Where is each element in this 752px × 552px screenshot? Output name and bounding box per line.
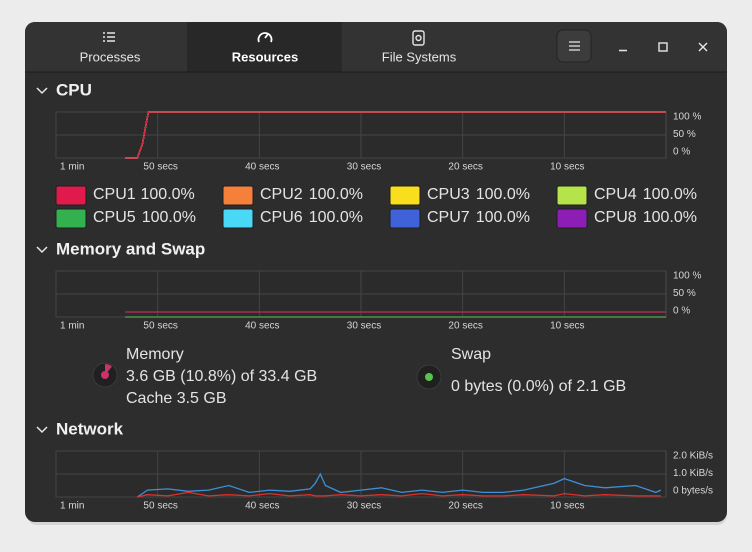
- y-tick-label: 100 %: [673, 271, 701, 282]
- x-tick-label: 20 secs: [448, 321, 482, 332]
- y-tick-label: 100 %: [673, 112, 701, 123]
- legend-name: CPU6: [260, 209, 303, 226]
- resources-icon: [257, 32, 273, 43]
- x-tick-label: 30 secs: [347, 321, 381, 332]
- x-tick-label: 50 secs: [143, 162, 177, 173]
- header-bar: [25, 22, 727, 72]
- memory-icon-dot: [101, 371, 109, 379]
- x-tick-label: 1 min: [60, 321, 84, 332]
- legend-entry: CPU2 100.0%: [260, 186, 363, 203]
- legend-value: 100.0%: [643, 209, 697, 226]
- legend-value: 100.0%: [309, 186, 363, 203]
- tab-label[interactable]: Resources: [232, 49, 298, 64]
- legend-entry: CPU7 100.0%: [427, 209, 530, 226]
- x-tick-label: 50 secs: [143, 321, 177, 332]
- section-title: CPU: [56, 80, 92, 99]
- legend-entry: CPU1 100.0%: [93, 186, 195, 203]
- legend-name: CPU7: [427, 209, 470, 226]
- x-tick-label: 40 secs: [245, 321, 279, 332]
- legend-value: 100.0%: [476, 186, 530, 203]
- x-tick-label: 40 secs: [245, 501, 279, 512]
- legend-entry: CPU3 100.0%: [427, 186, 530, 203]
- legend-swatch[interactable]: [556, 185, 588, 206]
- series-line: [137, 491, 661, 498]
- graphs: 1 min 50 secs 40 secs 30 secs 20 secs 10 secs…: [55, 111, 713, 512]
- y-tick-label: 50 %: [673, 288, 696, 299]
- legend-entry: CPU6 100.0%: [260, 209, 363, 226]
- legend-swatch[interactable]: [222, 208, 254, 229]
- tab-label[interactable]: Processes: [80, 49, 141, 64]
- y-tick-label: 0 bytes/s: [673, 486, 713, 497]
- expander[interactable]: [36, 87, 48, 95]
- x-tick-label: 20 secs: [448, 162, 482, 173]
- legend-name: CPU1: [93, 186, 136, 203]
- legend-swatch[interactable]: [55, 185, 87, 206]
- legend-name: CPU3: [427, 186, 470, 203]
- legend-entry: CPU8 100.0%: [594, 209, 697, 226]
- maximize-button[interactable]: [658, 42, 668, 52]
- swap-usage: 0 bytes (0.0%) of 2.1 GB: [451, 378, 626, 395]
- x-tick-label: 50 secs: [143, 501, 177, 512]
- swap-icon-dot: [425, 373, 433, 381]
- legend-entry: CPU5 100.0%: [93, 209, 196, 226]
- x-tick-label: 30 secs: [347, 162, 381, 173]
- legend-value: 100.0%: [643, 186, 697, 203]
- x-tick-label: 20 secs: [448, 501, 482, 512]
- legend-value: 100.0%: [141, 186, 195, 203]
- x-tick-label: 10 secs: [550, 162, 584, 173]
- window: Processes Resources File Systems CPU Mem…: [25, 22, 727, 522]
- legend-entry: CPU4 100.0%: [594, 186, 697, 203]
- legend-name: CPU4: [594, 186, 637, 203]
- memory-usage: 3.6 GB (10.8%) of 33.4 GB: [126, 368, 317, 385]
- expander[interactable]: [36, 426, 48, 434]
- legend-swatch[interactable]: [55, 208, 87, 229]
- active-tab-bg: [187, 22, 342, 72]
- series-line: [136, 472, 662, 498]
- x-tick-label: 30 secs: [347, 501, 381, 512]
- y-tick-label: 1.0 KiB/s: [673, 468, 713, 479]
- x-tick-label: 10 secs: [550, 501, 584, 512]
- x-tick-label: 1 min: [60, 501, 84, 512]
- y-tick-label: 0 %: [673, 306, 690, 317]
- close-button[interactable]: [698, 42, 708, 52]
- y-tick-label: 2.0 KiB/s: [673, 451, 713, 462]
- memory-label: Memory: [126, 346, 184, 363]
- expander[interactable]: [36, 246, 48, 254]
- tab-label[interactable]: File Systems: [382, 49, 457, 64]
- legend-swatch[interactable]: [389, 185, 421, 206]
- processes-icon: [103, 32, 115, 42]
- x-tick-label: 1 min: [60, 162, 84, 173]
- swap-label: Swap: [451, 346, 491, 363]
- memory-cache: Cache 3.5 GB: [126, 390, 227, 407]
- y-tick-label: 50 %: [673, 129, 696, 140]
- legend-value: 100.0%: [142, 209, 196, 226]
- menu-icon: [569, 41, 580, 51]
- legend-swatch[interactable]: [389, 208, 421, 229]
- legend-value: 100.0%: [309, 209, 363, 226]
- legend-swatch[interactable]: [222, 185, 254, 206]
- section-title: Network: [56, 419, 124, 438]
- series-line: [125, 111, 666, 159]
- legend-name: CPU2: [260, 186, 303, 203]
- x-tick-label: 40 secs: [245, 162, 279, 173]
- x-tick-label: 10 secs: [550, 321, 584, 332]
- legend-value: 100.0%: [476, 209, 530, 226]
- section-title: Memory and Swap: [56, 239, 205, 258]
- filesystems-icon: [412, 30, 425, 46]
- y-tick-label: 0 %: [673, 147, 690, 158]
- legend-swatch[interactable]: [556, 208, 588, 229]
- legend-name: CPU5: [93, 209, 136, 226]
- legend-name: CPU8: [594, 209, 637, 226]
